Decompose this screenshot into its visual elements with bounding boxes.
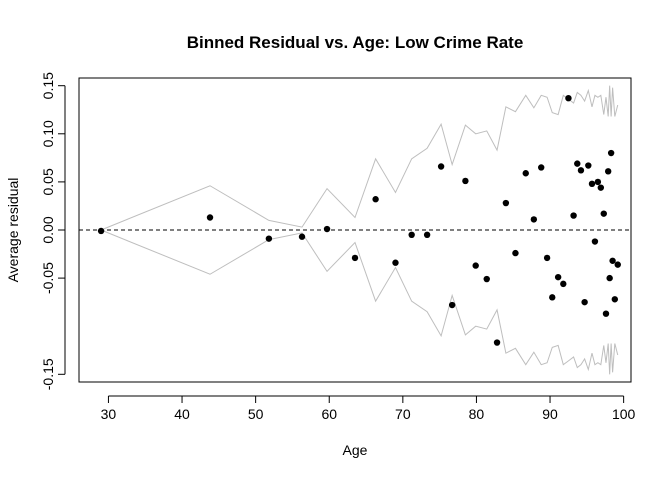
data-point bbox=[522, 170, 529, 177]
y-tick-label: 0.05 bbox=[40, 168, 56, 195]
y-tick-label: 0.15 bbox=[40, 72, 56, 99]
x-axis: 30 40 50 60 70 80 90 100 bbox=[101, 395, 636, 422]
data-point bbox=[585, 162, 592, 169]
data-point bbox=[512, 249, 519, 257]
data-point bbox=[607, 149, 615, 157]
plot-area bbox=[79, 85, 631, 375]
data-point bbox=[588, 180, 596, 188]
y-tick-label: -0.05 bbox=[40, 262, 56, 294]
data-point bbox=[502, 199, 510, 207]
x-tick-label: 70 bbox=[395, 406, 411, 422]
x-tick-label: 100 bbox=[612, 406, 636, 422]
y-tick-label: 0.00 bbox=[40, 216, 56, 243]
x-tick-label: 80 bbox=[469, 406, 485, 422]
x-axis-label: Age bbox=[343, 442, 368, 458]
lower-band-line bbox=[100, 229, 619, 375]
data-point bbox=[437, 163, 445, 170]
data-point bbox=[493, 339, 501, 346]
y-tick-label: -0.15 bbox=[40, 358, 56, 390]
x-tick-label: 50 bbox=[248, 406, 264, 422]
data-point bbox=[206, 214, 214, 221]
data-point bbox=[560, 280, 567, 288]
x-tick-label: 60 bbox=[321, 406, 337, 422]
upper-band-line bbox=[100, 85, 619, 231]
y-axis-label: Average residual bbox=[5, 178, 21, 283]
data-point bbox=[591, 238, 599, 245]
data-point bbox=[351, 254, 359, 262]
data-point bbox=[597, 184, 605, 191]
data-point bbox=[372, 196, 379, 203]
data-point bbox=[472, 262, 479, 269]
data-point bbox=[323, 225, 331, 233]
data-point bbox=[543, 254, 551, 262]
data-point bbox=[602, 310, 610, 317]
data-point bbox=[530, 216, 538, 223]
data-point bbox=[606, 274, 613, 282]
x-tick-label: 30 bbox=[101, 406, 117, 422]
data-point bbox=[604, 168, 612, 175]
data-point bbox=[483, 275, 490, 283]
y-axis: -0.15 -0.05 0.00 0.05 0.10 0.15 bbox=[40, 72, 66, 390]
plot-frame bbox=[78, 77, 632, 383]
data-point bbox=[565, 95, 572, 102]
data-point bbox=[448, 301, 456, 309]
chart-title: Binned Residual vs. Age: Low Crime Rate bbox=[187, 33, 524, 52]
data-point bbox=[97, 227, 105, 235]
data-point bbox=[609, 257, 616, 264]
data-point bbox=[600, 210, 607, 217]
x-tick-label: 90 bbox=[542, 406, 558, 422]
data-point bbox=[594, 178, 602, 186]
data-point bbox=[462, 177, 469, 185]
x-tick-label: 40 bbox=[174, 406, 190, 422]
y-tick-label: 0.10 bbox=[40, 120, 56, 147]
data-point bbox=[298, 233, 306, 240]
data-point bbox=[392, 259, 399, 266]
data-point bbox=[554, 273, 562, 281]
data-point bbox=[574, 160, 581, 167]
data-point bbox=[614, 261, 621, 268]
data-point bbox=[265, 235, 273, 242]
data-point bbox=[611, 296, 619, 303]
data-point bbox=[538, 164, 545, 171]
data-point bbox=[577, 167, 585, 174]
data-point bbox=[423, 231, 431, 239]
data-point bbox=[581, 298, 588, 306]
data-point bbox=[549, 294, 556, 301]
data-point bbox=[408, 231, 415, 239]
data-point bbox=[570, 212, 577, 219]
